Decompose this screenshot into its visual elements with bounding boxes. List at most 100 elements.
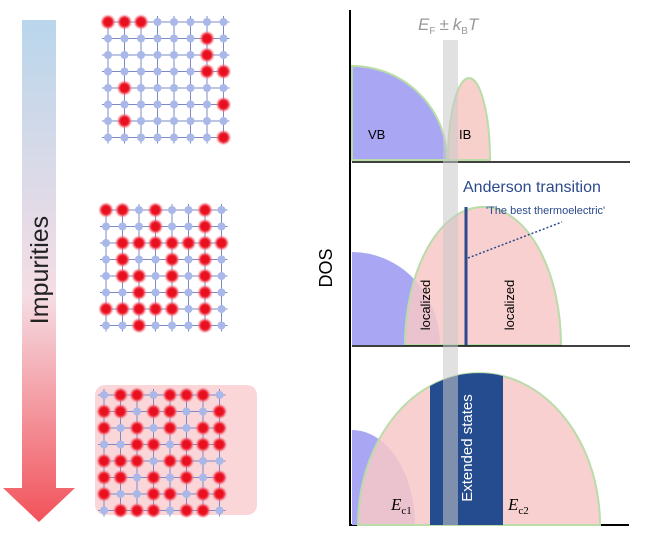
impurity-site	[168, 272, 176, 280]
lattice-site	[187, 117, 195, 125]
lattice-site	[183, 490, 191, 498]
lattice-site	[102, 289, 110, 297]
lattice-site	[218, 206, 226, 214]
impurity-site	[133, 457, 141, 465]
lattice-site	[104, 117, 112, 125]
impurity-site	[220, 101, 228, 109]
lattice-site	[100, 441, 108, 449]
lattice-site	[154, 35, 162, 43]
ec1-subscript: c1	[401, 505, 411, 517]
lattice-site	[170, 35, 178, 43]
impurity-site	[168, 239, 176, 247]
impurity-site	[183, 441, 191, 449]
lattice-site	[185, 322, 193, 330]
impurity-site	[150, 507, 158, 515]
impurity-site	[119, 305, 127, 313]
impurity-site	[133, 441, 141, 449]
impurity-site	[133, 507, 141, 515]
impurity-site	[199, 490, 207, 498]
lattice-site	[121, 68, 129, 76]
lattice-site	[117, 424, 125, 432]
lattice-site	[154, 68, 162, 76]
impurity-site	[150, 408, 158, 416]
impurity-site	[201, 272, 209, 280]
lattice-site	[102, 256, 110, 264]
lattice-site	[133, 490, 141, 498]
lattice-site	[187, 68, 195, 76]
lattice-site	[216, 507, 224, 515]
impurity-site	[203, 51, 211, 59]
lattice-site	[135, 223, 143, 231]
lattice-site	[135, 256, 143, 264]
lattice-site	[137, 101, 145, 109]
impurity-site	[216, 408, 224, 416]
impurity-site	[168, 289, 176, 297]
impurity-site	[183, 391, 191, 399]
lattice-site	[102, 223, 110, 231]
lattice-site	[218, 223, 226, 231]
impurity-site	[166, 408, 174, 416]
lattice-site	[203, 84, 211, 92]
lattice-site	[203, 134, 211, 142]
impurity-site	[220, 134, 228, 142]
lattice-site	[187, 101, 195, 109]
lattice-site	[154, 101, 162, 109]
axis-label: DOS	[316, 248, 336, 287]
impurity-site	[135, 239, 143, 247]
impurity-site	[121, 117, 129, 125]
lattice-site	[104, 134, 112, 142]
lattice-site	[187, 134, 195, 142]
lattice-site	[102, 272, 110, 280]
lattice-site	[218, 289, 226, 297]
impurity-site	[220, 68, 228, 76]
impurity-site	[135, 272, 143, 280]
impurity-site	[152, 206, 160, 214]
lattice-site	[199, 474, 207, 482]
lattice-site	[168, 223, 176, 231]
lattice-site	[187, 35, 195, 43]
lattice-site	[100, 507, 108, 515]
impurity-site	[119, 239, 127, 247]
lattice-site	[150, 391, 158, 399]
lattice-site	[119, 223, 127, 231]
impurity-site	[121, 84, 129, 92]
lattice-site	[154, 134, 162, 142]
lattice-site	[216, 457, 224, 465]
lattice-site	[121, 134, 129, 142]
lattice-site	[152, 256, 160, 264]
lattice-site	[104, 35, 112, 43]
lattice-site	[170, 18, 178, 26]
impurity-site	[166, 490, 174, 498]
lattice-site	[170, 68, 178, 76]
impurity-site	[201, 206, 209, 214]
lattice-site	[154, 117, 162, 125]
lattice-site	[117, 441, 125, 449]
lattice-site	[154, 84, 162, 92]
lattice-site	[168, 206, 176, 214]
lattice-site	[152, 289, 160, 297]
impurity-site	[100, 424, 108, 432]
lattice-site	[133, 474, 141, 482]
impurity-site	[216, 490, 224, 498]
impurity-site	[150, 474, 158, 482]
impurity-site	[117, 507, 125, 515]
impurity-site	[119, 256, 127, 264]
impurity-site	[216, 441, 224, 449]
lattice-site	[199, 457, 207, 465]
impurity-site	[201, 322, 209, 330]
lattices	[95, 14, 257, 519]
impurity-site	[100, 490, 108, 498]
lattice-site	[137, 117, 145, 125]
lattice-site	[137, 35, 145, 43]
lattice-site	[121, 35, 129, 43]
lattice-site	[100, 391, 108, 399]
lattice-site	[203, 117, 211, 125]
impurity-site	[199, 391, 207, 399]
impurity-site	[183, 457, 191, 465]
impurity-site	[216, 474, 224, 482]
lattice-site	[183, 408, 191, 416]
extended-label: Extended states	[459, 394, 476, 502]
impurity-site	[100, 457, 108, 465]
impurity-site	[203, 35, 211, 43]
lattice-site	[102, 239, 110, 247]
